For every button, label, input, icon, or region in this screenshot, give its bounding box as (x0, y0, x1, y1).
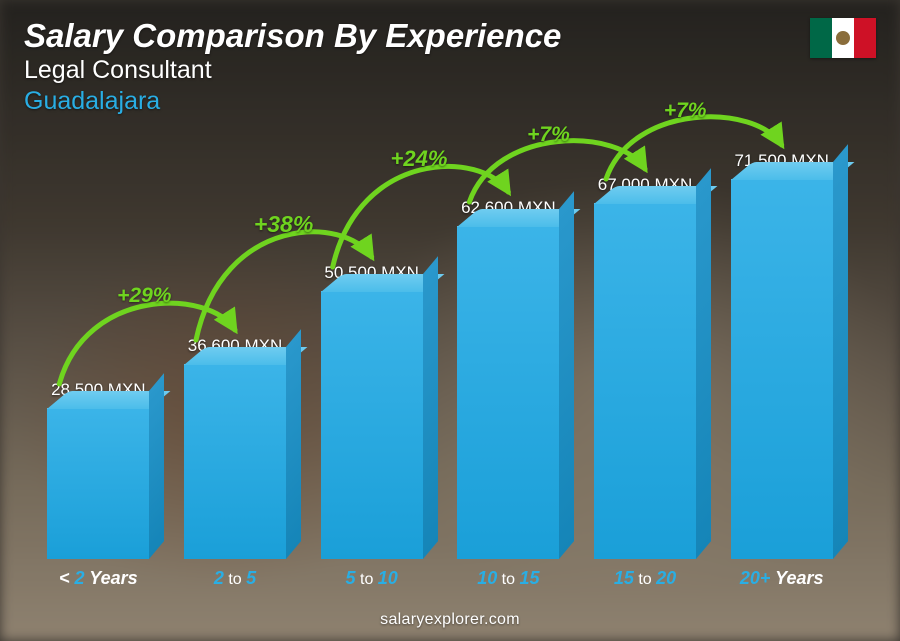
bar (457, 226, 559, 559)
increase-percent-label: +7% (664, 99, 707, 123)
increase-percent-label: +38% (254, 211, 313, 238)
bar (594, 203, 696, 559)
bar-chart: 28,500 MXN 36,600 MXN 50,500 MXN 62,600 MXN… (30, 69, 850, 589)
bar-wrap: 67,000 MXN (594, 175, 696, 559)
bar-wrap: 28,500 MXN (47, 380, 149, 559)
increase-percent-label: +24% (391, 146, 448, 172)
x-axis-labels: < 2 Years2 to 55 to 1010 to 1515 to 2020… (30, 568, 850, 589)
footer-attribution: salaryexplorer.com (0, 611, 900, 629)
x-axis-label: < 2 Years (30, 568, 167, 589)
bar (184, 364, 286, 559)
chart-title: Salary Comparison By Experience (24, 18, 876, 54)
x-axis-label: 10 to 15 (440, 568, 577, 589)
x-axis-label: 2 to 5 (167, 568, 304, 589)
flag-stripe-green (810, 18, 832, 58)
flag-emblem (836, 31, 850, 45)
flag-stripe-red (854, 18, 876, 58)
bar-group: 71,500 MXN (713, 129, 850, 559)
increase-percent-label: +7% (527, 123, 570, 147)
bar-group: 28,500 MXN (30, 129, 167, 559)
content: Salary Comparison By Experience Legal Co… (0, 0, 900, 641)
bar-group: 67,000 MXN (577, 129, 714, 559)
bar-wrap: 36,600 MXN (184, 336, 286, 559)
country-flag-mexico (810, 18, 876, 58)
x-axis-label: 20+ Years (713, 568, 850, 589)
bar-group: 36,600 MXN (167, 129, 304, 559)
bar (321, 291, 423, 559)
x-axis-label: 15 to 20 (577, 568, 714, 589)
x-axis-label: 5 to 10 (303, 568, 440, 589)
bar-wrap: 62,600 MXN (457, 198, 559, 559)
bars-container: 28,500 MXN 36,600 MXN 50,500 MXN 62,600 MXN… (30, 129, 850, 559)
bar-wrap: 71,500 MXN (731, 151, 833, 559)
bar-wrap: 50,500 MXN (321, 263, 423, 559)
bar (731, 179, 833, 559)
bar-group: 50,500 MXN (303, 129, 440, 559)
increase-percent-label: +29% (117, 284, 171, 308)
bar-group: 62,600 MXN (440, 129, 577, 559)
bar (47, 408, 149, 559)
